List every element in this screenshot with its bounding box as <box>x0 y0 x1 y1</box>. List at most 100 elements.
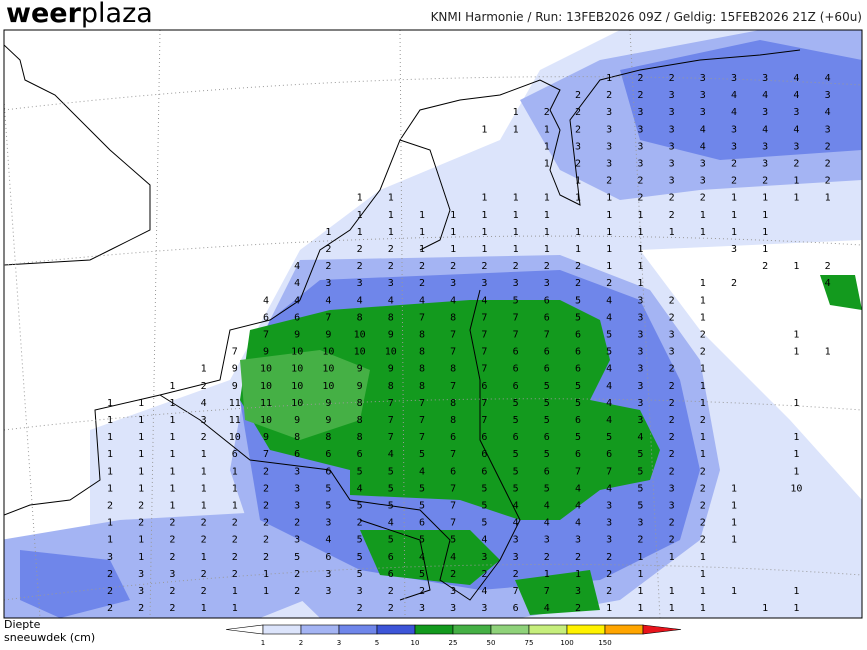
depth-value: 3 <box>669 483 675 494</box>
depth-value: 7 <box>513 586 519 597</box>
depth-value: 1 <box>575 193 581 204</box>
depth-value: 3 <box>731 244 737 255</box>
depth-value: 2 <box>606 176 612 187</box>
depth-value: 5 <box>513 295 519 306</box>
depth-value: 6 <box>575 364 581 375</box>
depth-value: 2 <box>669 295 675 306</box>
depth-value: 1 <box>481 227 487 238</box>
depth-value: 8 <box>357 312 363 323</box>
depth-value: 4 <box>513 518 519 529</box>
depth-value: 6 <box>450 432 456 443</box>
depth-value: 6 <box>388 552 394 563</box>
depth-value: 3 <box>637 295 643 306</box>
depth-value: 1 <box>637 603 643 614</box>
depth-value: 3 <box>325 518 331 529</box>
depth-value: 3 <box>325 569 331 580</box>
depth-value: 1 <box>731 518 737 529</box>
depth-value: 5 <box>325 501 331 512</box>
depth-value: 10 <box>322 364 334 375</box>
depth-value: 6 <box>544 347 550 358</box>
depth-value: 3 <box>637 518 643 529</box>
depth-value: 3 <box>700 90 706 101</box>
depth-value: 2 <box>793 159 799 170</box>
depth-value: 1 <box>762 227 768 238</box>
depth-value: 1 <box>575 176 581 187</box>
depth-value: 2 <box>201 518 207 529</box>
depth-value: 5 <box>606 432 612 443</box>
depth-value: 5 <box>513 449 519 460</box>
legend-subtitle: sneeuwdek (cm) <box>4 631 95 644</box>
depth-value: 6 <box>325 466 331 477</box>
colorbar-tick-label: 5 <box>375 639 379 647</box>
colorbar-tick-label: 150 <box>598 639 611 647</box>
depth-value: 3 <box>637 381 643 392</box>
depth-value: 2 <box>232 518 238 529</box>
depth-value: 1 <box>700 398 706 409</box>
depth-value: 9 <box>357 381 363 392</box>
depth-value: 2 <box>325 261 331 272</box>
depth-value: 4 <box>575 518 581 529</box>
depth-value: 3 <box>606 501 612 512</box>
depth-value: 3 <box>669 141 675 152</box>
depth-value: 5 <box>544 483 550 494</box>
depth-value: 7 <box>450 518 456 529</box>
depth-value: 2 <box>762 176 768 187</box>
depth-value: 1 <box>731 501 737 512</box>
depth-value: 4 <box>575 483 581 494</box>
depth-value: 2 <box>637 73 643 84</box>
depth-value: 2 <box>357 518 363 529</box>
depth-value: 7 <box>513 312 519 323</box>
depth-value: 2 <box>700 535 706 546</box>
depth-value: 1 <box>388 193 394 204</box>
depth-value: 2 <box>669 415 675 426</box>
depth-value: 1 <box>731 193 737 204</box>
depth-value: 10 <box>229 432 241 443</box>
depth-value: 1 <box>793 603 799 614</box>
depth-value: 9 <box>388 364 394 375</box>
depth-value: 2 <box>388 261 394 272</box>
depth-value: 2 <box>201 381 207 392</box>
depth-value: 3 <box>357 586 363 597</box>
depth-value: 3 <box>669 90 675 101</box>
depth-value: 1 <box>762 193 768 204</box>
depth-value: 1 <box>637 227 643 238</box>
depth-value: 3 <box>700 107 706 118</box>
depth-value: 1 <box>731 535 737 546</box>
depth-value: 5 <box>419 449 425 460</box>
depth-value: 1 <box>263 586 269 597</box>
depth-value: 9 <box>263 432 269 443</box>
depth-value: 4 <box>388 449 394 460</box>
colorbar-tick-label: 100 <box>560 639 573 647</box>
depth-value: 7 <box>388 432 394 443</box>
depth-value: 1 <box>793 193 799 204</box>
depth-value: 2 <box>481 569 487 580</box>
depth-value: 4 <box>294 278 300 289</box>
depth-value: 2 <box>637 535 643 546</box>
depth-value: 3 <box>481 278 487 289</box>
depth-value: 1 <box>700 227 706 238</box>
depth-value: 3 <box>793 107 799 118</box>
depth-value: 5 <box>513 483 519 494</box>
depth-value: 6 <box>232 449 238 460</box>
depth-value: 3 <box>450 603 456 614</box>
depth-value: 2 <box>513 261 519 272</box>
depth-value: 2 <box>450 569 456 580</box>
depth-value: 4 <box>606 312 612 323</box>
depth-value: 2 <box>201 535 207 546</box>
depth-value: 2 <box>294 586 300 597</box>
depth-value: 6 <box>325 552 331 563</box>
depth-value: 4 <box>357 483 363 494</box>
depth-value: 6 <box>325 449 331 460</box>
depth-value: 6 <box>544 295 550 306</box>
depth-value: 2 <box>575 124 581 135</box>
depth-value: 1 <box>481 193 487 204</box>
depth-value: 6 <box>357 449 363 460</box>
depth-value: 2 <box>263 518 269 529</box>
depth-value: 1 <box>637 552 643 563</box>
colorbar-segment <box>300 624 340 635</box>
depth-value: 2 <box>201 586 207 597</box>
depth-value: 4 <box>481 295 487 306</box>
depth-value: 5 <box>481 518 487 529</box>
depth-value: 4 <box>762 90 768 101</box>
depth-value: 1 <box>793 330 799 341</box>
